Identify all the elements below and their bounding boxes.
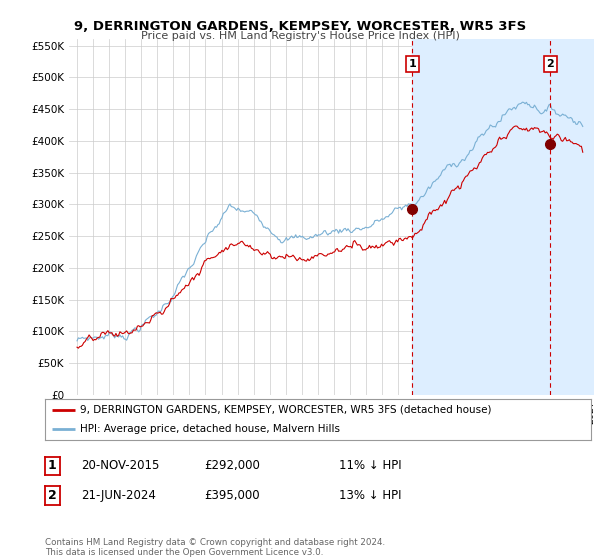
Text: 11% ↓ HPI: 11% ↓ HPI — [339, 459, 401, 473]
Text: £395,000: £395,000 — [204, 489, 260, 502]
Text: 2: 2 — [546, 59, 554, 69]
Text: Contains HM Land Registry data © Crown copyright and database right 2024.
This d: Contains HM Land Registry data © Crown c… — [45, 538, 385, 557]
Text: HPI: Average price, detached house, Malvern Hills: HPI: Average price, detached house, Malv… — [80, 424, 340, 434]
Text: 20-NOV-2015: 20-NOV-2015 — [81, 459, 160, 473]
Text: 21-JUN-2024: 21-JUN-2024 — [81, 489, 156, 502]
Text: 9, DERRINGTON GARDENS, KEMPSEY, WORCESTER, WR5 3FS: 9, DERRINGTON GARDENS, KEMPSEY, WORCESTE… — [74, 20, 526, 32]
Text: 9, DERRINGTON GARDENS, KEMPSEY, WORCESTER, WR5 3FS (detached house): 9, DERRINGTON GARDENS, KEMPSEY, WORCESTE… — [80, 405, 492, 415]
Text: 13% ↓ HPI: 13% ↓ HPI — [339, 489, 401, 502]
Text: Price paid vs. HM Land Registry's House Price Index (HPI): Price paid vs. HM Land Registry's House … — [140, 31, 460, 41]
Text: 1: 1 — [48, 459, 57, 473]
Bar — [550, 39, 594, 395]
Text: £292,000: £292,000 — [204, 459, 260, 473]
Bar — [412, 39, 594, 395]
Text: 1: 1 — [409, 59, 416, 69]
Text: 2: 2 — [48, 489, 57, 502]
